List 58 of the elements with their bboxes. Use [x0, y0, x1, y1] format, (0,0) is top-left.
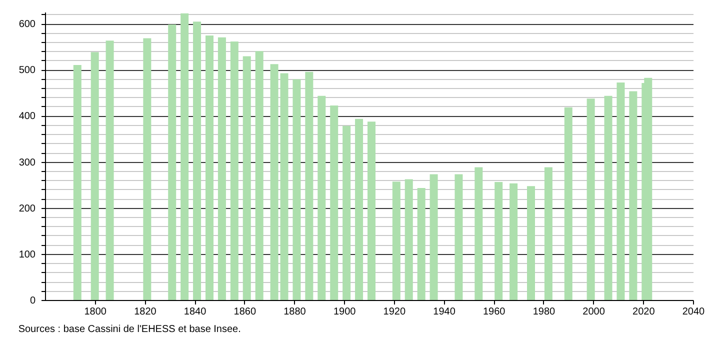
y-tick-label: 200 — [18, 203, 36, 214]
bar — [106, 40, 114, 300]
bar — [90, 52, 99, 300]
x-tick-label: 1860 — [234, 306, 256, 318]
bar — [193, 22, 202, 300]
x-tick-label: 1920 — [383, 306, 406, 318]
bar — [544, 167, 552, 300]
bar — [73, 64, 82, 300]
bar — [474, 167, 483, 300]
bar — [242, 56, 251, 300]
bar — [292, 79, 301, 300]
bar — [392, 182, 400, 300]
x-tick-label: 1880 — [284, 306, 306, 318]
bar — [205, 36, 214, 300]
bar — [417, 188, 426, 300]
bar — [330, 106, 338, 300]
bar — [564, 107, 572, 300]
bar — [143, 38, 152, 300]
bar — [280, 73, 288, 300]
bar — [454, 174, 463, 300]
bar — [644, 78, 652, 300]
bar — [367, 122, 376, 300]
x-tick-label: 2020 — [632, 306, 656, 318]
y-tick-label: 400 — [18, 111, 36, 122]
bar — [616, 82, 625, 300]
source-note: Sources : base Cassini de l'EHESS et base Insee. — [18, 324, 241, 335]
bar — [218, 37, 226, 300]
x-tick-label: 1940 — [433, 306, 456, 318]
x-tick-label: 1960 — [482, 306, 506, 318]
x-tick-label: 1980 — [532, 306, 556, 318]
bar — [604, 96, 612, 300]
x-tick-label: 1800 — [84, 306, 107, 318]
bar — [430, 174, 438, 300]
bar — [629, 91, 638, 300]
y-tick-label: 600 — [18, 19, 36, 30]
y-tick-label: 0 — [30, 296, 36, 306]
x-tick-label: 2000 — [582, 306, 606, 318]
bar — [527, 186, 535, 300]
bar — [305, 72, 314, 300]
bar — [270, 64, 278, 300]
bar — [355, 118, 364, 300]
y-tick-label: 300 — [18, 157, 36, 168]
bar — [318, 96, 326, 300]
bar — [494, 182, 503, 300]
bar — [168, 24, 176, 300]
x-tick-label: 1820 — [134, 306, 157, 318]
bar — [404, 179, 413, 300]
y-tick-label: 500 — [18, 65, 36, 76]
bar — [230, 41, 238, 300]
x-tick-label: 1840 — [184, 306, 207, 318]
bar — [180, 13, 189, 300]
bar — [510, 183, 518, 300]
x-tick-label: 2040 — [682, 306, 706, 318]
bar — [586, 98, 595, 300]
x-tick-label: 1900 — [333, 306, 356, 318]
y-tick-label: 100 — [18, 249, 36, 260]
bar — [255, 51, 264, 300]
bar — [342, 126, 351, 300]
